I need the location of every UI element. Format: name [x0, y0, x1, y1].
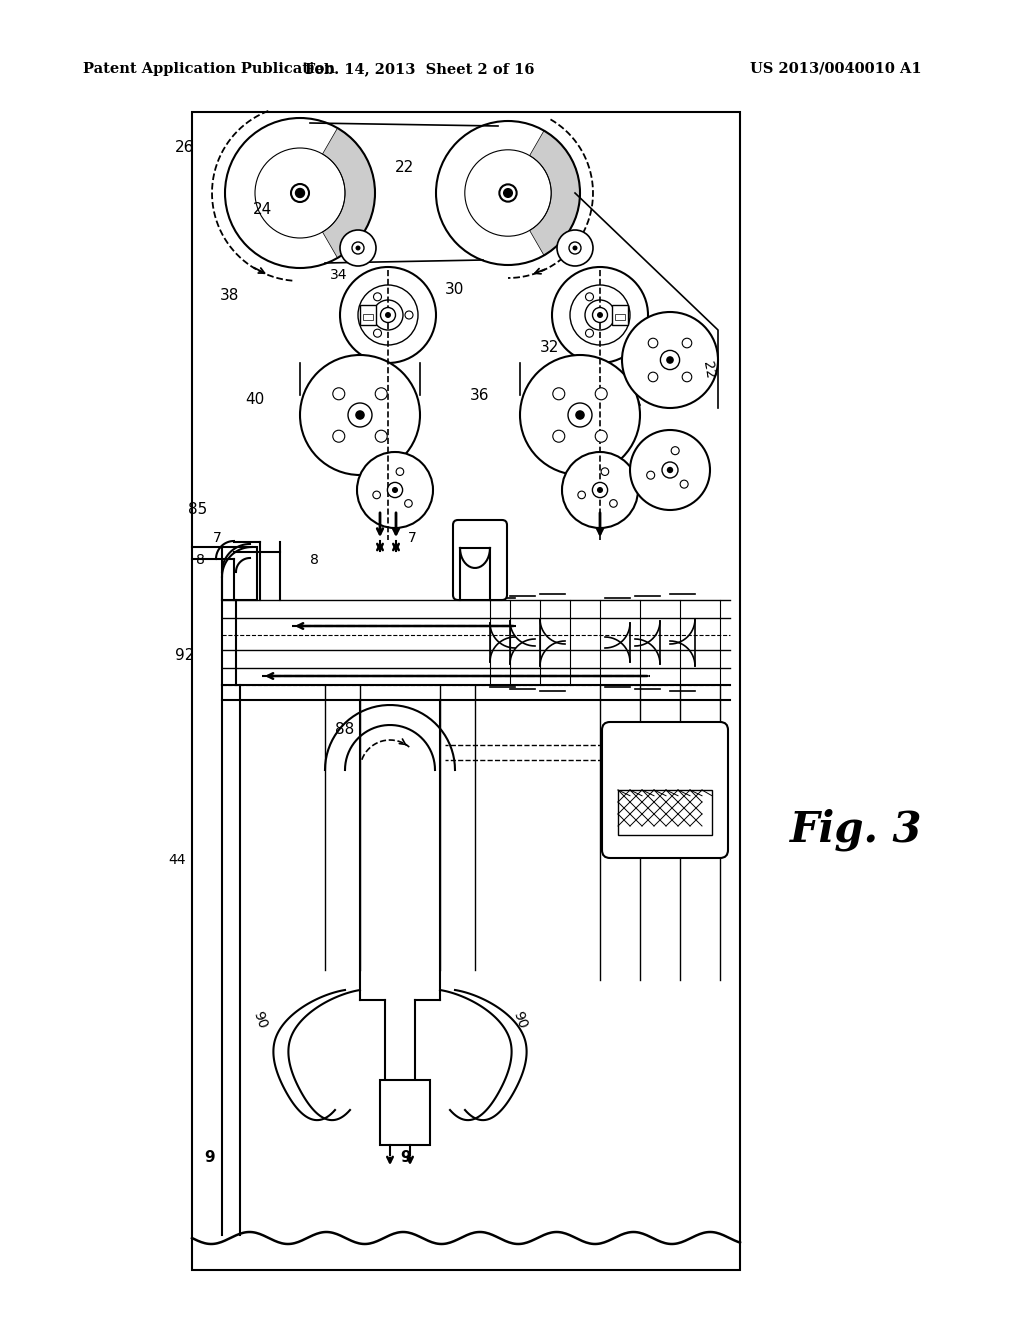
Text: 22: 22 — [395, 161, 415, 176]
Circle shape — [586, 329, 594, 337]
Circle shape — [593, 308, 607, 322]
Text: 30: 30 — [445, 282, 464, 297]
Text: US 2013/0040010 A1: US 2013/0040010 A1 — [750, 62, 922, 77]
Text: 8: 8 — [197, 553, 205, 568]
Circle shape — [671, 446, 679, 454]
Circle shape — [504, 189, 512, 197]
Bar — [193, 112, 740, 1270]
Circle shape — [375, 388, 387, 400]
Circle shape — [355, 411, 365, 420]
Circle shape — [374, 293, 382, 301]
Circle shape — [667, 467, 673, 473]
FancyBboxPatch shape — [453, 520, 507, 601]
Circle shape — [357, 451, 433, 528]
Circle shape — [557, 230, 593, 267]
Bar — [380, 1080, 430, 1144]
Circle shape — [682, 338, 692, 348]
Circle shape — [348, 403, 372, 426]
Circle shape — [662, 462, 678, 478]
Circle shape — [575, 411, 585, 420]
Circle shape — [568, 403, 592, 426]
Text: 34: 34 — [330, 268, 347, 282]
Circle shape — [374, 329, 382, 337]
Circle shape — [387, 482, 402, 498]
Text: Feb. 14, 2013  Sheet 2 of 16: Feb. 14, 2013 Sheet 2 of 16 — [305, 62, 535, 77]
Circle shape — [601, 467, 608, 475]
Text: 24: 24 — [253, 202, 272, 218]
Circle shape — [291, 183, 309, 202]
Text: 85: 85 — [188, 503, 207, 517]
Polygon shape — [529, 131, 580, 255]
Circle shape — [597, 487, 603, 494]
Circle shape — [300, 355, 420, 475]
Text: 86: 86 — [605, 733, 625, 747]
Circle shape — [660, 350, 680, 370]
Circle shape — [680, 480, 688, 488]
Circle shape — [392, 487, 398, 494]
Circle shape — [648, 338, 657, 348]
Text: 90: 90 — [510, 1010, 529, 1031]
Text: 26: 26 — [175, 140, 195, 156]
Circle shape — [520, 355, 640, 475]
Text: 44: 44 — [168, 853, 185, 867]
Bar — [615, 314, 625, 319]
Text: Patent Application Publication: Patent Application Publication — [83, 62, 335, 77]
Circle shape — [296, 189, 304, 198]
Circle shape — [648, 372, 657, 381]
Circle shape — [381, 308, 395, 322]
Circle shape — [352, 242, 364, 253]
Bar — [362, 314, 373, 319]
Text: 88: 88 — [335, 722, 354, 738]
Circle shape — [404, 500, 413, 507]
Bar — [612, 305, 628, 325]
Text: 32: 32 — [540, 341, 559, 355]
Text: 7: 7 — [213, 531, 222, 545]
Circle shape — [622, 312, 718, 408]
Circle shape — [562, 451, 638, 528]
Circle shape — [609, 500, 617, 507]
Circle shape — [396, 467, 403, 475]
Circle shape — [340, 230, 376, 267]
Circle shape — [595, 388, 607, 400]
Text: 40: 40 — [245, 392, 264, 408]
Text: 9: 9 — [205, 1151, 215, 1166]
Text: Fig. 3: Fig. 3 — [790, 809, 923, 851]
Circle shape — [553, 388, 565, 400]
Bar — [618, 789, 712, 836]
Text: 7: 7 — [408, 531, 417, 545]
Circle shape — [333, 388, 345, 400]
Text: 9: 9 — [400, 1151, 411, 1166]
Text: 8: 8 — [310, 553, 318, 568]
Circle shape — [406, 312, 413, 319]
Circle shape — [333, 430, 345, 442]
FancyBboxPatch shape — [602, 722, 728, 858]
Circle shape — [578, 491, 586, 499]
Bar — [360, 305, 376, 325]
Circle shape — [373, 491, 381, 499]
Circle shape — [500, 185, 517, 202]
Circle shape — [593, 482, 607, 498]
Circle shape — [553, 430, 565, 442]
Circle shape — [630, 430, 710, 510]
Circle shape — [572, 246, 578, 251]
Circle shape — [586, 293, 594, 301]
Circle shape — [682, 372, 692, 381]
Circle shape — [355, 246, 360, 251]
Text: 90: 90 — [250, 1010, 269, 1031]
Circle shape — [617, 312, 625, 319]
Circle shape — [595, 430, 607, 442]
Circle shape — [375, 430, 387, 442]
Text: 38: 38 — [220, 288, 240, 302]
Circle shape — [667, 356, 674, 364]
Circle shape — [569, 242, 581, 253]
Circle shape — [597, 312, 603, 318]
Circle shape — [385, 312, 391, 318]
Circle shape — [647, 471, 654, 479]
Bar — [222, 546, 257, 601]
Text: 92: 92 — [175, 648, 195, 663]
Text: 36: 36 — [470, 388, 489, 403]
Text: 22: 22 — [700, 360, 717, 380]
Polygon shape — [323, 128, 375, 257]
